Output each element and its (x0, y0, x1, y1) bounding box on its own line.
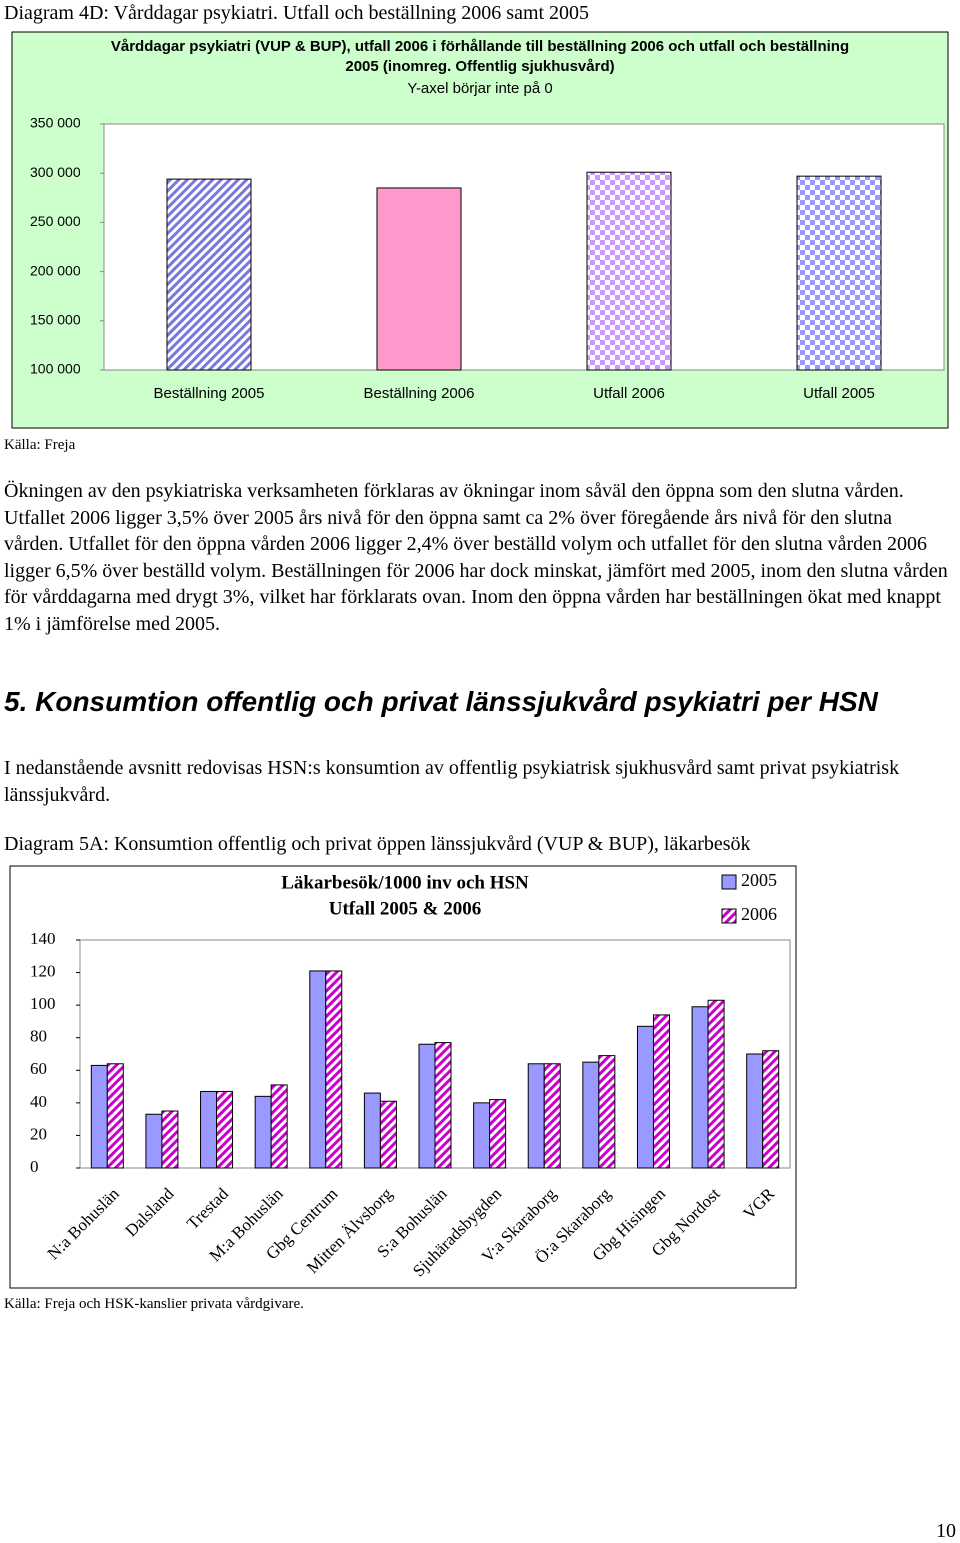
header: Diagram 4D: Vårddagar psykiatri. Utfall … (4, 2, 590, 24)
bar (379, 1100, 397, 1169)
y-tick-label: 100 000 (30, 361, 81, 377)
bar (106, 1063, 124, 1169)
y-tick-label: 40 (30, 1092, 47, 1111)
bar (376, 187, 462, 371)
bar (652, 1014, 670, 1169)
y-tick-label: 0 (30, 1157, 39, 1176)
y-tick-label: 350 000 (30, 115, 81, 131)
bar (309, 970, 327, 1169)
bar (489, 1099, 507, 1169)
bar (166, 178, 252, 371)
bar (90, 1064, 108, 1169)
source: Källa: Freja (4, 437, 76, 453)
y-tick-label: 140 (30, 929, 56, 948)
y-tick-label: 20 (30, 1124, 47, 1143)
caption: Diagram 5A: Konsumtion offentlig och pri… (4, 833, 751, 855)
bar (582, 1061, 600, 1169)
bar (434, 1042, 452, 1169)
bar (145, 1113, 163, 1169)
bar (527, 1063, 545, 1169)
y-tick-label: 250 000 (30, 213, 81, 229)
bar (586, 171, 672, 371)
x-tick-label: Utfall 2006 (593, 385, 665, 402)
bar (325, 970, 343, 1169)
paragraph: I nedanstående avsnitt redovisas HSN:s k… (4, 757, 900, 806)
x-tick-label: Beställning 2005 (154, 385, 265, 402)
bar (418, 1043, 436, 1169)
bar (363, 1092, 381, 1169)
heading: 5. Konsumtion offentlig och privat länss… (4, 686, 878, 717)
source: Källa: Freja och HSK-kanslier privata vå… (4, 1296, 304, 1312)
y-tick-label: 150 000 (30, 312, 81, 328)
chart-2-title: Läkarbesök/1000 inv och HSN (281, 872, 529, 893)
bar (216, 1090, 234, 1169)
y-tick-label: 100 (30, 994, 56, 1013)
bar (200, 1090, 218, 1169)
bar (746, 1053, 764, 1169)
y-tick-label: 200 000 (30, 262, 81, 278)
paragraph: Ökningen av den psykiatriska verksamhete… (4, 480, 948, 635)
legend-swatch (721, 874, 737, 890)
bar (161, 1110, 179, 1169)
y-tick-label: 300 000 (30, 164, 81, 180)
bar (636, 1025, 654, 1169)
chart-1-title: Vårddagar psykiatri (VUP & BUP), utfall … (110, 38, 850, 75)
bar (707, 999, 725, 1169)
bar (254, 1095, 272, 1169)
y-tick-label: 80 (30, 1027, 47, 1046)
x-tick-label: Beställning 2006 (364, 385, 475, 402)
bar (762, 1050, 780, 1169)
y-tick-label: 60 (30, 1059, 47, 1078)
legend-label: 2006 (741, 904, 777, 924)
x-tick-label: Utfall 2005 (803, 385, 875, 402)
bar (270, 1084, 288, 1169)
bar (691, 1006, 709, 1169)
bar (543, 1063, 561, 1169)
bar (598, 1055, 616, 1169)
chart-2-subtitle: Utfall 2005 & 2006 (329, 898, 482, 919)
bar (796, 175, 882, 371)
y-tick-label: 120 (30, 961, 56, 980)
legend-label: 2005 (741, 870, 777, 890)
legend-swatch (721, 908, 737, 924)
page-number: 10 (936, 1520, 956, 1542)
chart-1-subtitle: Y-axel börjar inte på 0 (407, 80, 553, 97)
bar (473, 1102, 491, 1169)
